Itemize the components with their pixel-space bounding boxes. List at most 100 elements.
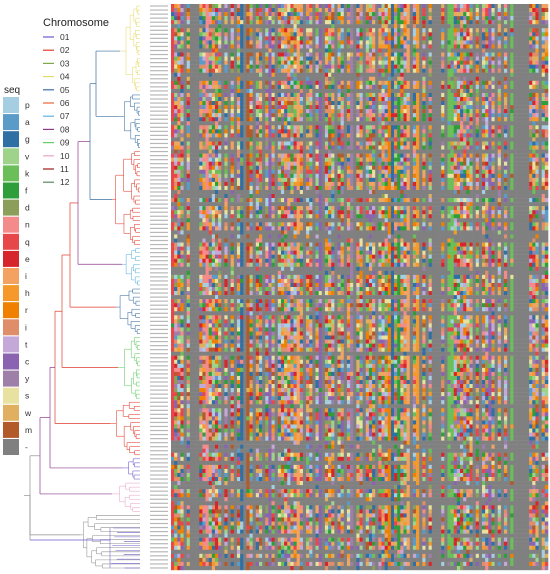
tip-label [150, 119, 168, 120]
alignment-cell [416, 16, 419, 20]
alignment-cell [378, 109, 381, 113]
alignment-cell [391, 69, 394, 73]
alignment-cell [350, 81, 353, 85]
alignment-cell [397, 81, 400, 85]
alignment-cell [184, 150, 187, 154]
alignment-cell [457, 73, 460, 77]
alignment-cell [491, 69, 494, 73]
alignment-cell [413, 117, 416, 121]
alignment-cell [316, 53, 319, 57]
alignment-cell [316, 101, 319, 105]
alignment-cell [526, 36, 529, 40]
alignment-cell [441, 48, 444, 52]
alignment-cell [331, 65, 334, 69]
alignment-cell [234, 85, 237, 89]
alignment-cell [485, 146, 488, 150]
alignment-cell [520, 20, 523, 24]
alignment-cell [253, 97, 256, 101]
alignment-cell [237, 141, 240, 145]
alignment-cell [325, 32, 328, 36]
alignment-cell [209, 121, 212, 125]
alignment-cell [231, 89, 234, 93]
alignment-cell [275, 125, 278, 129]
alignment-cell [435, 125, 438, 129]
alignment-cell [542, 141, 545, 145]
alignment-cell [196, 105, 199, 109]
alignment-cell [221, 12, 224, 16]
alignment-cell [532, 117, 535, 121]
alignment-cell [209, 40, 212, 44]
alignment-cell [322, 4, 325, 8]
alignment-cell [206, 77, 209, 81]
alignment-cell [275, 77, 278, 81]
alignment-cell [378, 93, 381, 97]
alignment-cell [394, 89, 397, 93]
alignment-cell [281, 32, 284, 36]
alignment-cell [209, 117, 212, 121]
alignment-cell [246, 137, 249, 141]
alignment-cell [429, 65, 432, 69]
alignment-cell [328, 133, 331, 137]
alignment-cell [407, 101, 410, 105]
alignment-cell [193, 141, 196, 145]
alignment-cell [287, 89, 290, 93]
alignment-cell [482, 121, 485, 125]
alignment-cell [403, 8, 406, 12]
alignment-cell [309, 146, 312, 150]
alignment-cell [529, 36, 532, 40]
alignment-cell [180, 133, 183, 137]
alignment-cell [319, 73, 322, 77]
alignment-cell [435, 81, 438, 85]
alignment-cell [539, 12, 542, 16]
alignment-cell [416, 20, 419, 24]
alignment-cell [413, 73, 416, 77]
alignment-cell [444, 57, 447, 61]
alignment-cell [297, 121, 300, 125]
alignment-cell [341, 101, 344, 105]
alignment-cell [325, 101, 328, 105]
alignment-cell [372, 20, 375, 24]
alignment-row [171, 57, 548, 61]
alignment-cell [529, 12, 532, 16]
alignment-cell [529, 97, 532, 101]
alignment-cell [322, 129, 325, 133]
alignment-cell [281, 117, 284, 121]
alignment-cell [454, 61, 457, 65]
alignment-cell [338, 77, 341, 81]
alignment-cell [460, 77, 463, 81]
alignment-cell [347, 101, 350, 105]
tip-label [150, 369, 168, 370]
tip-label [150, 111, 168, 112]
alignment-cell [510, 133, 513, 137]
alignment-cell [325, 125, 328, 129]
alignment-cell [174, 36, 177, 40]
alignment-cell [378, 121, 381, 125]
alignment-cell [363, 48, 366, 52]
alignment-cell [523, 69, 526, 73]
alignment-cell [209, 141, 212, 145]
alignment-cell [391, 117, 394, 121]
alignment-cell [457, 146, 460, 150]
alignment-cell [300, 44, 303, 48]
alignment-cell [275, 32, 278, 36]
alignment-cell [234, 61, 237, 65]
alignment-cell [202, 24, 205, 28]
alignment-cell [510, 44, 513, 48]
alignment-cell [240, 89, 243, 93]
alignment-cell [378, 133, 381, 137]
alignment-cell [416, 4, 419, 8]
alignment-cell [444, 24, 447, 28]
alignment-cell [407, 93, 410, 97]
alignment-cell [294, 89, 297, 93]
alignment-cell [463, 36, 466, 40]
alignment-cell [202, 44, 205, 48]
alignment-cell [331, 73, 334, 77]
alignment-cell [520, 77, 523, 81]
alignment-cell [287, 150, 290, 154]
alignment-cell [212, 129, 215, 133]
tip-label [150, 458, 168, 459]
alignment-cell [498, 113, 501, 117]
alignment-cell [246, 44, 249, 48]
alignment-cell [356, 93, 359, 97]
alignment-cell [196, 24, 199, 28]
